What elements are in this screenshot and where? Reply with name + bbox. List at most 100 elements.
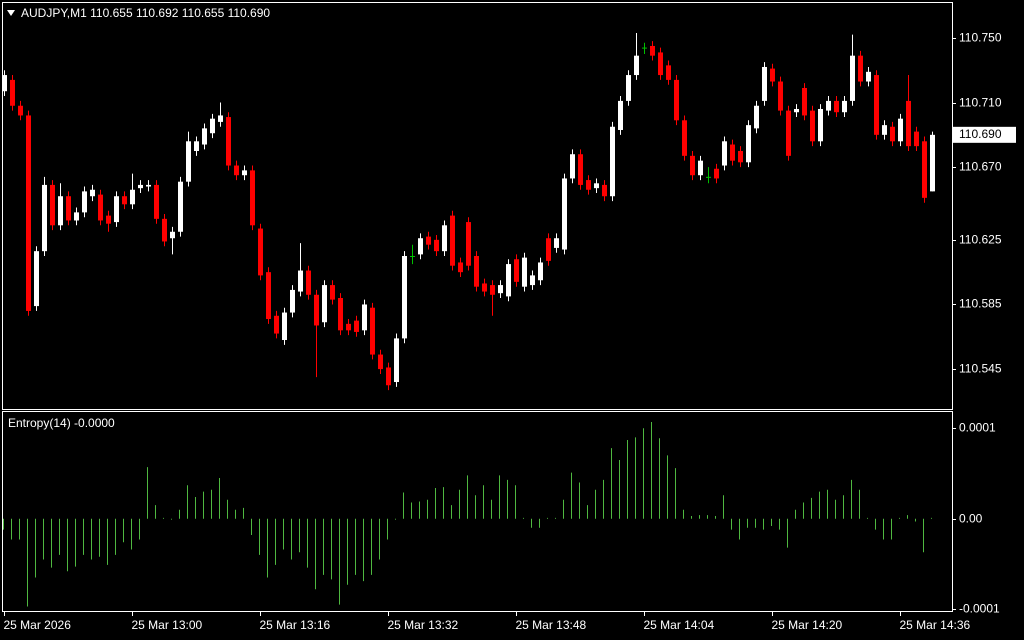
candle-body [18,105,23,116]
candle-body [578,154,583,185]
menu-arrow[interactable] [7,10,15,16]
candle-body [738,150,743,163]
candle-body [258,228,263,276]
candle-body [178,181,183,232]
candle-body [234,165,239,176]
candle-body [418,238,423,255]
candle-body [274,315,279,334]
y-tick-label: 110.710 [959,96,1002,110]
candle-body [98,194,103,221]
candle-body [154,184,159,219]
y-tick-label: 0.00 [959,512,983,526]
candle-body [634,55,639,76]
candle-body [362,304,367,331]
x-tick-label: 25 Mar 14:20 [772,618,843,632]
candle-body [442,225,447,252]
candle-body [866,71,871,82]
candle-body [818,108,823,142]
candle-body [810,110,815,142]
candle-body [882,125,887,135]
candle-body [34,251,39,307]
candle-body [266,272,271,320]
candle-body [402,256,407,339]
candle-body [346,323,351,331]
candle-body [146,184,151,187]
candle-body [58,196,63,226]
candle-body [754,105,759,129]
candle-body [682,120,687,156]
candle-body [170,231,175,239]
candle-body [618,100,623,130]
candle-body [50,184,55,226]
candle-body [514,259,519,282]
candle-body [586,180,591,190]
candle-body [594,183,599,189]
candle-body [922,141,927,198]
candle-body [498,285,503,294]
candle-body [378,354,383,370]
y-tick-label: 110.625 [959,233,1002,247]
candle-body [530,275,535,286]
candle-body [786,110,791,156]
candle-body [626,75,631,101]
candle-body [658,52,663,76]
candle-body [858,55,863,82]
candle-body [138,184,143,189]
price-panel [2,2,953,410]
candle-body [746,125,751,163]
candle-body [474,256,479,287]
candle-body [802,87,807,116]
y-tick-label: 110.545 [959,362,1002,376]
candle-body [610,126,615,197]
candle-body [570,154,575,179]
candle-body [554,238,559,248]
candle-body [642,47,647,49]
candle-body [602,184,607,197]
candle-body [354,320,359,332]
candle-body [778,81,783,111]
candle-body [370,307,375,355]
candle-body [242,170,247,176]
candle-body [826,100,831,111]
candle-body [298,270,303,292]
candle-body [2,75,7,92]
candle-body [218,115,223,122]
candle-body [186,141,191,182]
candle-body [250,170,255,226]
candle-body [690,155,695,176]
candle-body [114,196,119,223]
candle-body [226,117,231,166]
candle-body [66,196,71,221]
candle-body [546,238,551,261]
candle-body [490,285,495,295]
y-tick-label: 110.585 [959,297,1002,311]
candle-body [306,270,311,295]
candle-body [426,236,431,245]
indicator-panel [2,411,953,612]
candle-body [26,115,31,311]
x-tick-label: 25 Mar 13:00 [132,618,203,632]
candle-body [10,79,15,106]
candle-body [770,68,775,82]
candle-body [434,239,439,252]
candle-body [714,168,719,179]
chart-title: AUDJPY,M1 110.655 110.692 110.655 110.69… [21,6,270,20]
candle-body [762,66,767,101]
candle-body [482,283,487,292]
candle-body [330,285,335,300]
candle-body [842,100,847,113]
candle-body [850,55,855,101]
candle-body [122,196,127,205]
y-tick-label: -0.0001 [959,602,1000,616]
current-price-tag [953,126,1016,143]
candle-body [650,45,655,56]
candle-body [698,160,703,176]
candle-body [338,298,343,331]
candle-body [914,131,919,147]
candle-body [930,134,935,192]
y-tick-label: 110.750 [959,31,1002,45]
candle-body [906,100,911,147]
candle-body [74,212,79,221]
